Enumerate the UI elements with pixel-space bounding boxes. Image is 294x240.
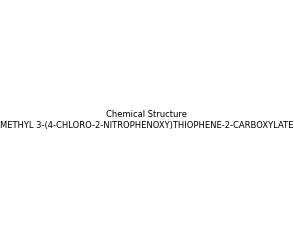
Text: Chemical Structure
METHYL 3-(4-CHLORO-2-NITROPHENOXY)THIOPHENE-2-CARBOXYLATE: Chemical Structure METHYL 3-(4-CHLORO-2-… (0, 110, 294, 130)
